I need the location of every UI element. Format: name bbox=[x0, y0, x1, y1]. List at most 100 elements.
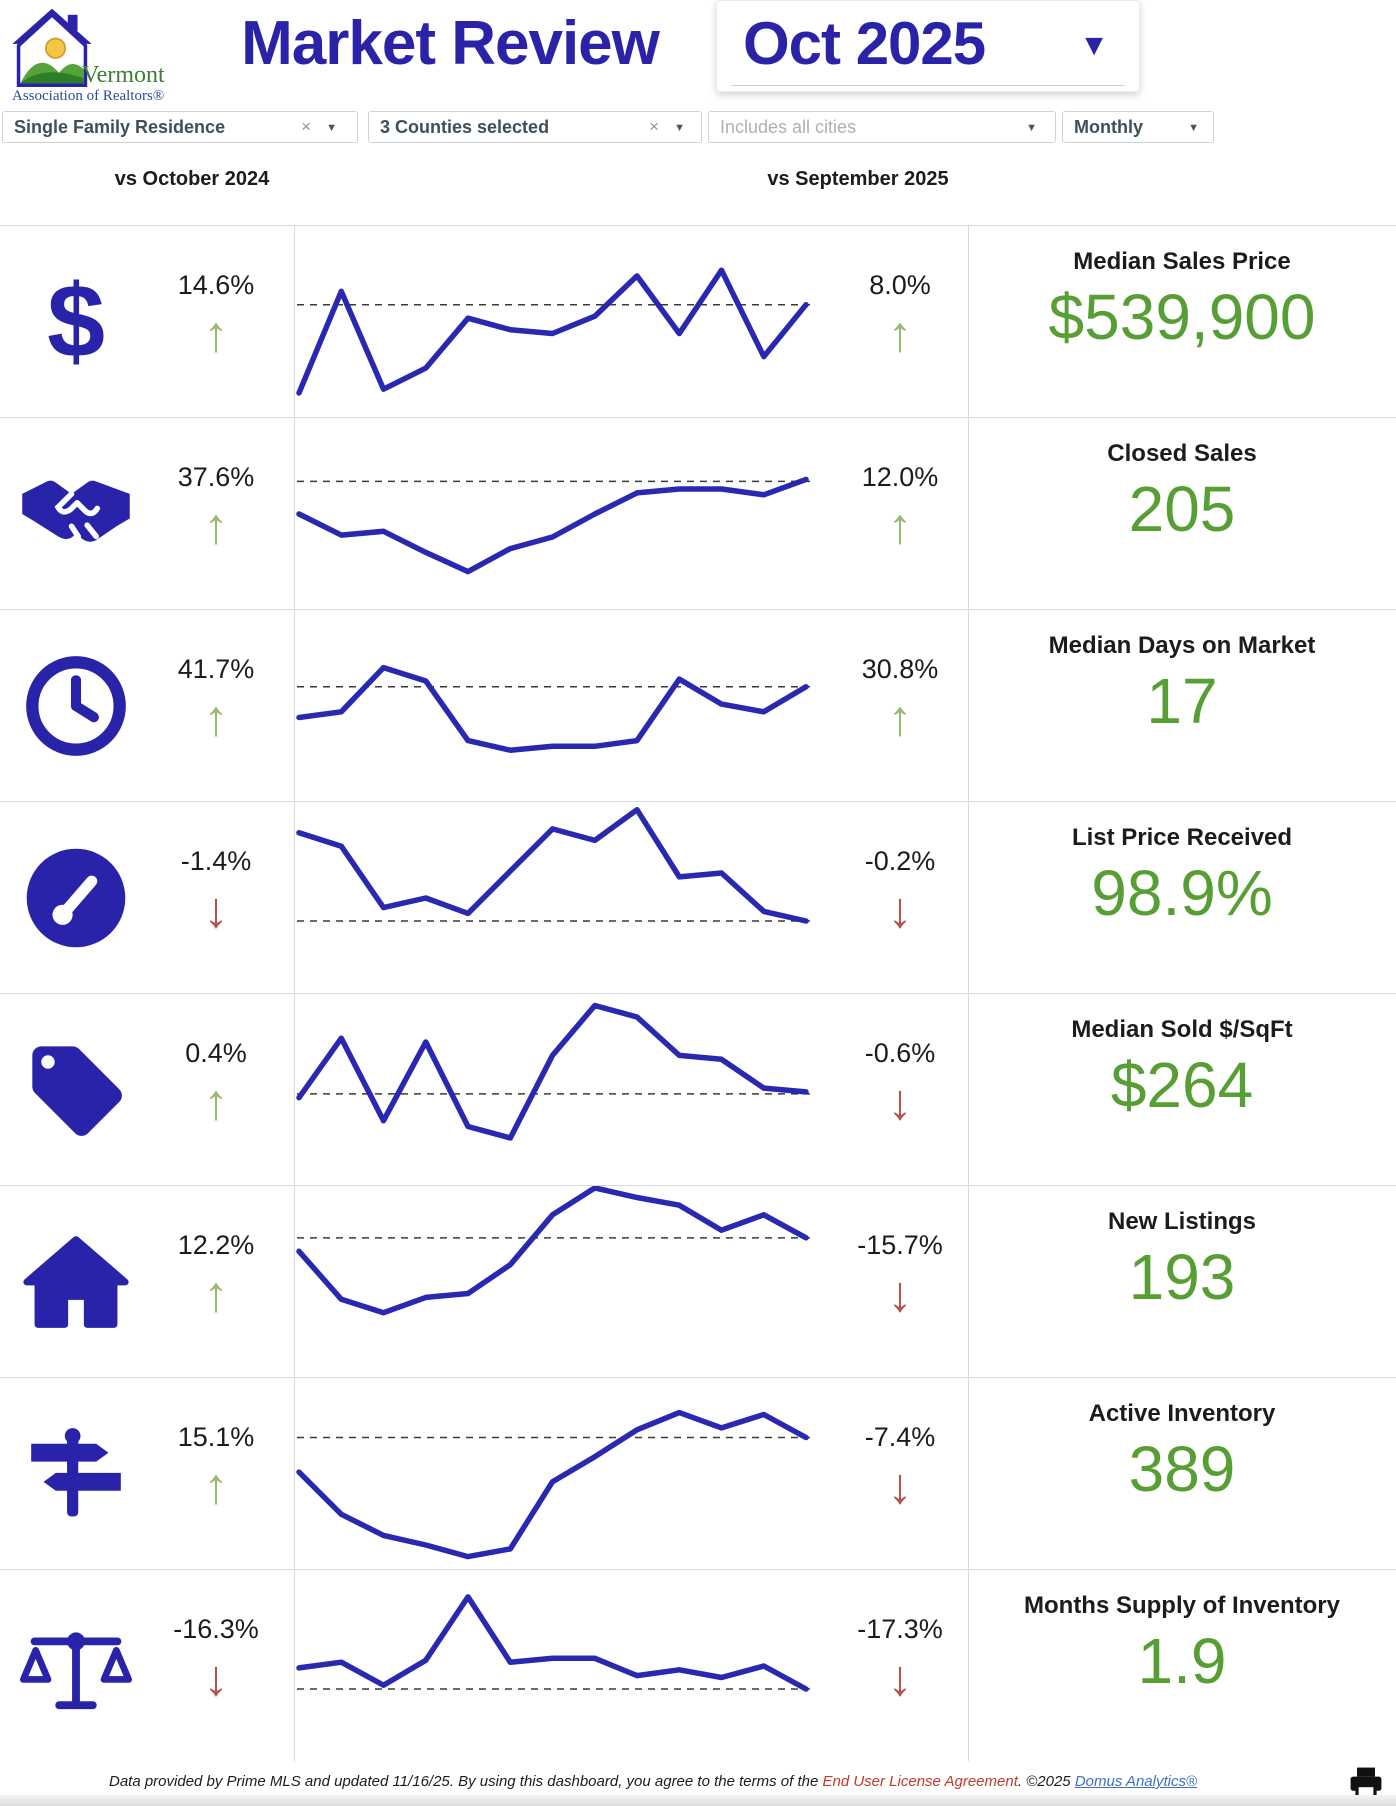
footer-text: . ©2025 bbox=[1017, 1773, 1075, 1790]
signpost-icon bbox=[20, 1418, 132, 1530]
chevron-down-icon[interactable]: ▼ bbox=[1079, 29, 1109, 62]
chevron-down-icon[interactable]: ▼ bbox=[1026, 122, 1037, 134]
sparkline-chart bbox=[295, 802, 812, 994]
mom-change: -0.2% bbox=[864, 846, 936, 876]
vermont-realtors-logo: Vermont Association of Realtors® bbox=[6, 4, 206, 108]
metric-name: Median Sales Price bbox=[1073, 248, 1291, 275]
mom-change: 30.8% bbox=[861, 654, 939, 684]
counties-value: 3 Counties selected bbox=[380, 117, 550, 137]
mom-change: -15.7% bbox=[857, 1230, 943, 1260]
trend-arrow-icon: ↑ bbox=[203, 498, 229, 554]
table-row-active-inventory: 15.1% ↑ -7.4% ↓ Active Inventory 389 bbox=[0, 1378, 1396, 1570]
frequency-filter[interactable]: Monthly ▼ bbox=[1062, 111, 1214, 143]
table-row-median-sales-price: $ 14.6% ↑ 8.0% ↑ Median Sales Price $539… bbox=[0, 226, 1396, 418]
counties-filter[interactable]: 3 Counties selected × ▼ bbox=[368, 111, 702, 143]
footer-strip bbox=[0, 1795, 1396, 1806]
sparkline-chart bbox=[295, 418, 812, 610]
metric-name: List Price Received bbox=[1071, 824, 1293, 851]
trend-arrow-icon: ↑ bbox=[887, 306, 913, 362]
metric-value: 17 bbox=[1146, 665, 1218, 737]
page-title: Market Review bbox=[241, 9, 660, 78]
eula-link[interactable]: End User License Agreement bbox=[822, 1773, 1018, 1790]
logo-text-association: Association of Realtors® bbox=[12, 88, 165, 104]
frequency-value: Monthly bbox=[1074, 117, 1143, 137]
sparkline-chart bbox=[295, 1570, 812, 1762]
trend-arrow-icon: ↓ bbox=[887, 1650, 913, 1706]
trend-arrow-icon: ↑ bbox=[203, 1458, 229, 1514]
house-icon bbox=[20, 1226, 132, 1338]
clear-icon[interactable]: × bbox=[301, 117, 311, 136]
trend-arrow-icon: ↑ bbox=[887, 498, 913, 554]
chevron-down-icon[interactable]: ▼ bbox=[1188, 122, 1199, 134]
trend-arrow-icon: ↓ bbox=[887, 1074, 913, 1130]
clock-icon bbox=[20, 650, 132, 762]
domus-analytics-link[interactable]: Domus Analytics® bbox=[1074, 1773, 1198, 1790]
sparkline-chart bbox=[295, 1378, 812, 1570]
trend-arrow-icon: ↑ bbox=[887, 690, 913, 746]
metric-value: $539,900 bbox=[1048, 281, 1316, 353]
metric-value: $264 bbox=[1110, 1049, 1254, 1121]
clear-icon[interactable]: × bbox=[649, 117, 659, 136]
metric-value: 205 bbox=[1128, 473, 1236, 545]
metric-name: New Listings bbox=[1107, 1208, 1257, 1235]
period-dropdown[interactable]: Oct 2025 ▼ bbox=[716, 0, 1140, 92]
yoy-change: 15.1% bbox=[177, 1422, 255, 1452]
trend-arrow-icon: ↓ bbox=[203, 882, 229, 938]
logo-text-vermont: Vermont bbox=[82, 62, 165, 88]
yoy-change: 41.7% bbox=[177, 654, 255, 684]
sparkline-chart bbox=[295, 610, 812, 802]
metric-name: Months Supply of Inventory bbox=[1024, 1592, 1340, 1619]
yoy-change: -1.4% bbox=[180, 846, 252, 876]
scales-icon bbox=[20, 1610, 132, 1722]
sparkline-chart bbox=[295, 994, 812, 1186]
table-row-months-supply: -16.3% ↓ -17.3% ↓ Months Supply of Inven… bbox=[0, 1570, 1396, 1762]
chevron-down-icon[interactable]: ▼ bbox=[674, 122, 685, 134]
metric-name: Active Inventory bbox=[1088, 1400, 1276, 1427]
table-row-closed-sales: 37.6% ↑ 12.0% ↑ Closed Sales 205 bbox=[0, 418, 1396, 610]
footer-text: Data provided by Prime MLS and updated 1… bbox=[108, 1773, 823, 1790]
table-row-median-sold-sqft: 0.4% ↑ -0.6% ↓ Median Sold $/SqFt $264 bbox=[0, 994, 1396, 1186]
metrics-table: $ 14.6% ↑ 8.0% ↑ Median Sales Price $539… bbox=[0, 225, 1396, 1762]
trend-arrow-icon: ↓ bbox=[887, 882, 913, 938]
trend-arrow-icon: ↑ bbox=[203, 690, 229, 746]
trend-arrow-icon: ↓ bbox=[887, 1458, 913, 1514]
yoy-change: 14.6% bbox=[177, 270, 255, 300]
metric-value: 1.9 bbox=[1137, 1625, 1227, 1697]
tag-icon bbox=[20, 1034, 132, 1146]
column-header-mom: vs September 2025 bbox=[767, 168, 949, 190]
chevron-down-icon[interactable]: ▼ bbox=[326, 122, 337, 134]
table-row-new-listings: 12.2% ↑ -15.7% ↓ New Listings 193 bbox=[0, 1185, 1396, 1378]
metric-value: 98.9% bbox=[1091, 857, 1273, 929]
yoy-change: 37.6% bbox=[177, 462, 255, 492]
print-icon[interactable] bbox=[1348, 1765, 1384, 1801]
handshake-icon bbox=[20, 458, 132, 570]
sparkline-chart bbox=[295, 1185, 812, 1378]
cities-placeholder: Includes all cities bbox=[720, 117, 857, 137]
yoy-change: 12.2% bbox=[177, 1230, 255, 1260]
trend-arrow-icon: ↓ bbox=[887, 1266, 913, 1322]
table-row-list-price-received: -1.4% ↓ -0.2% ↓ List Price Received 98.9… bbox=[0, 802, 1396, 994]
property-type-filter[interactable]: Single Family Residence × ▼ bbox=[2, 111, 358, 143]
mom-change: -7.4% bbox=[864, 1422, 936, 1452]
table-row-median-days-on-market: 41.7% ↑ 30.8% ↑ Median Days on Market 17 bbox=[0, 610, 1396, 802]
gauge-icon bbox=[20, 842, 132, 954]
metric-name: Closed Sales bbox=[1107, 440, 1257, 467]
sparkline-chart bbox=[295, 226, 812, 418]
yoy-change: -16.3% bbox=[173, 1614, 259, 1644]
trend-arrow-icon: ↑ bbox=[203, 1266, 229, 1322]
cities-filter[interactable]: Includes all cities ▼ bbox=[708, 111, 1056, 143]
trend-arrow-icon: ↑ bbox=[203, 306, 229, 362]
mom-change: 8.0% bbox=[869, 270, 931, 300]
footer-disclaimer: Data provided by Prime MLS and updated 1… bbox=[60, 1773, 1246, 1790]
column-header-yoy: vs October 2024 bbox=[114, 168, 270, 190]
mom-change: -17.3% bbox=[857, 1614, 943, 1644]
metric-name: Median Sold $/SqFt bbox=[1071, 1016, 1293, 1043]
metric-value: 193 bbox=[1128, 1241, 1236, 1313]
trend-arrow-icon: ↓ bbox=[203, 1650, 229, 1706]
metric-name: Median Days on Market bbox=[1048, 632, 1316, 659]
property-type-value: Single Family Residence bbox=[14, 117, 226, 137]
footer: Data provided by Prime MLS and updated 1… bbox=[0, 1761, 1396, 1806]
period-value: Oct 2025 bbox=[743, 10, 986, 77]
metric-value: 389 bbox=[1128, 1433, 1236, 1505]
